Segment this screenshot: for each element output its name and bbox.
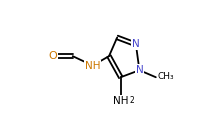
Text: N: N [132,39,140,49]
Text: NH: NH [113,96,128,106]
Text: N: N [136,65,143,75]
Text: 2: 2 [129,96,134,105]
Text: NH: NH [85,60,100,71]
Text: CH₃: CH₃ [158,72,174,81]
Text: O: O [48,51,57,61]
